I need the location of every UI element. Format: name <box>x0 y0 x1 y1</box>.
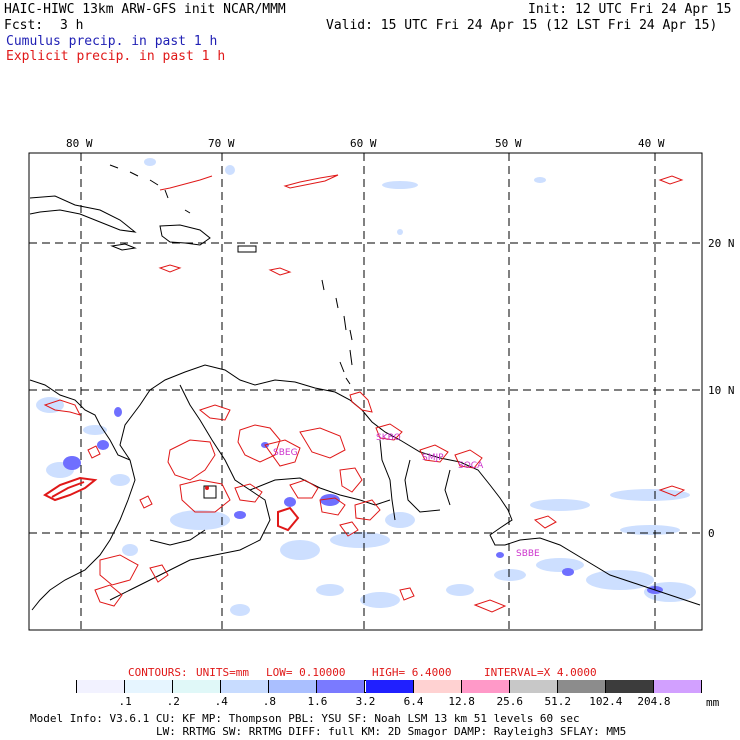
colorbar-swatch <box>173 680 222 693</box>
colorbar-swatch <box>221 680 270 693</box>
model-info-line2: LW: RRTMG SW: RRTMG DIFF: full KM: 2D Sm… <box>156 725 627 738</box>
station-label-skbo: SKBO <box>376 433 401 443</box>
station-label-soca: SOCA <box>458 461 484 471</box>
cumulus-heavy-areas <box>63 407 663 594</box>
lat-label-0: 0 <box>708 527 715 540</box>
contours-low: LOW= 0.10000 <box>266 666 346 679</box>
colorbar-swatch <box>317 680 366 693</box>
colorbar-swatch <box>653 680 702 693</box>
lon-label-60w: 60 W <box>350 137 377 150</box>
colorbar-swatch <box>461 680 510 693</box>
colorbar-tick-label: .2 <box>166 695 180 708</box>
colorbar-tick-label: 3.2 <box>355 695 376 708</box>
colorbar-tick-label: 204.8 <box>637 695 671 708</box>
station-marker-box <box>203 485 217 499</box>
model-info-line1: Model Info: V3.6.1 CU: KF MP: Thompson P… <box>30 712 580 725</box>
colorbar-tick-label: .4 <box>214 695 228 708</box>
contours-label: CONTOURS: <box>128 666 188 679</box>
station-label-smjp: SMJP <box>422 453 444 463</box>
colorbar-swatch <box>269 680 318 693</box>
colorbar-tick-label: 1.6 <box>307 695 328 708</box>
product-title: HAIC-HIWC 13km ARW-GFS init NCAR/MMM <box>4 2 286 17</box>
colorbar-tick-label: 12.8 <box>448 695 475 708</box>
colorbar-swatch <box>77 680 126 693</box>
lon-label-80w: 80 W <box>66 137 93 150</box>
lon-label-70w: 70 W <box>208 137 235 150</box>
lon-label-40w: 40 W <box>638 137 665 150</box>
graticule <box>29 153 702 630</box>
contours-units: UNITS=mm <box>196 666 249 679</box>
forecast-hour: 3 h <box>60 18 84 33</box>
lat-label-20n: 20 N <box>708 237 735 250</box>
colorbar-swatch <box>605 680 654 693</box>
station-labels: SKBO SMJP SOCA SBBE SBEG <box>273 433 540 559</box>
colorbar-unit: mm <box>706 696 720 709</box>
map-frame <box>28 152 703 631</box>
station-label-sbbe: SBBE <box>516 549 540 559</box>
forecast-label: Fcst: <box>4 18 44 33</box>
coastlines <box>29 164 701 611</box>
colorbar-swatch <box>125 680 174 693</box>
contours-interval: INTERVAL=X 4.0000 <box>484 666 597 679</box>
colorbar-swatch <box>557 680 606 693</box>
colorbar-tick-label: .1 <box>118 695 132 708</box>
station-marker-dot <box>205 486 209 490</box>
colorbar-tick-label: 102.4 <box>589 695 623 708</box>
cumulus-light-areas <box>36 158 696 616</box>
valid-time: Valid: 15 UTC Fri 24 Apr 15 (12 LST Fri … <box>326 18 718 33</box>
colorbar-tick-label: 25.6 <box>496 695 523 708</box>
colorbar-tick-label: 6.4 <box>403 695 424 708</box>
colorbar-swatch <box>365 680 414 693</box>
colorbar-tick-label: 51.2 <box>544 695 572 708</box>
colorbar-swatch <box>413 680 462 693</box>
contours-high: HIGH= 6.4000 <box>372 666 452 679</box>
lat-label-10n: 10 N <box>708 384 735 397</box>
station-markers <box>203 485 217 499</box>
cumulus-legend: Cumulus precip. in past 1 h <box>6 34 218 49</box>
colorbar-swatch <box>29 680 78 693</box>
colorbar-tick-label: .8 <box>262 695 276 708</box>
lon-label-50w: 50 W <box>495 137 522 150</box>
colorbar-swatch <box>509 680 558 693</box>
explicit-precip-contours <box>43 174 686 613</box>
explicit-legend: Explicit precip. in past 1 h <box>6 49 226 64</box>
station-label-sbeg: SBEG <box>273 448 298 458</box>
init-time: Init: 12 UTC Fri 24 Apr 15 <box>528 2 732 17</box>
